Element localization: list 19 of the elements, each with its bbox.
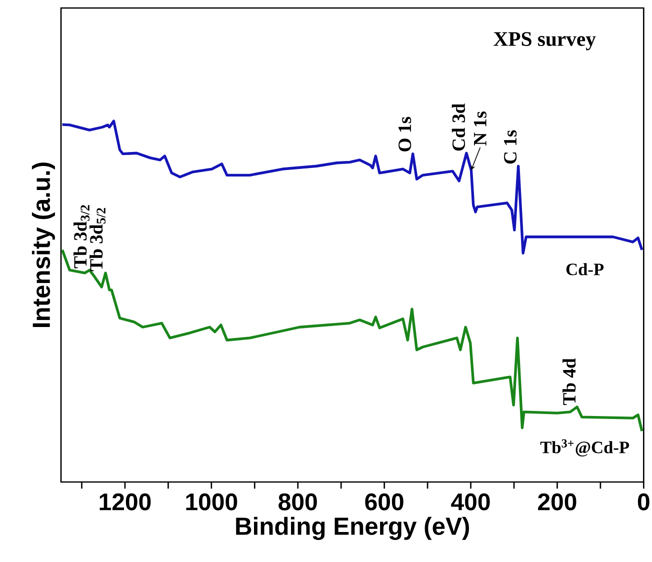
annotation: Tb 4d bbox=[562, 358, 576, 406]
x-tick-label: 400 bbox=[451, 493, 490, 510]
annotation: N 1s bbox=[474, 112, 486, 146]
x-axis-title: Binding Energy (eV) bbox=[236, 516, 469, 540]
x-tick-label: 1200 bbox=[100, 493, 151, 510]
chart-title: XPS survey bbox=[494, 32, 596, 50]
series-label: Cd-P bbox=[566, 263, 604, 276]
x-tick-label: 200 bbox=[538, 493, 576, 510]
x-tick-label: 600 bbox=[365, 493, 404, 510]
annotation: Cd 3d bbox=[452, 104, 466, 151]
series-label: Tb$^{3+}$@Cd-P bbox=[540, 439, 630, 456]
annotation: C 1s bbox=[504, 130, 517, 164]
x-tick-label: 0 bbox=[638, 493, 650, 510]
y-axis-title: Intensity (a.u.) bbox=[32, 162, 55, 327]
annotation: O 1s bbox=[398, 116, 412, 152]
x-tick-label: 800 bbox=[278, 493, 317, 510]
annotation: Tb 3d$_{3/2}$ bbox=[74, 205, 90, 268]
x-tick-label: 1000 bbox=[186, 493, 238, 510]
annotation: Tb 3d$_{5/2}$ bbox=[90, 208, 106, 272]
